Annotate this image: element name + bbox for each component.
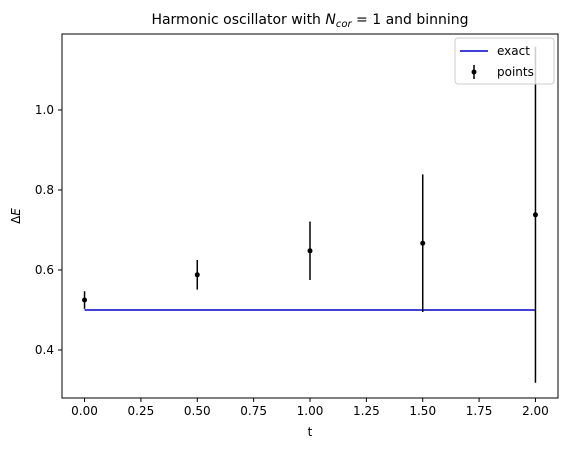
x-tick-label: 0.00 — [71, 404, 98, 418]
x-tick-label: 2.00 — [522, 404, 549, 418]
x-tick-label: 1.00 — [297, 404, 324, 418]
axes-frame — [61, 33, 559, 399]
data-point — [307, 248, 313, 254]
y-tick-label: 1.0 — [35, 103, 54, 117]
data-point — [420, 240, 426, 246]
legend-marker-points — [471, 69, 477, 75]
legend-label-exact: exact — [497, 44, 530, 58]
x-tick-label: 1.50 — [409, 404, 436, 418]
chart-title: Harmonic oscillator with Ncor = 1 and bi… — [151, 12, 468, 30]
legend: exact points — [454, 37, 555, 85]
data-point — [82, 297, 88, 303]
x-tick-label: 1.75 — [466, 404, 493, 418]
legend-box — [454, 37, 555, 85]
y-tick-label: 0.4 — [35, 343, 54, 357]
y-tick-label: 0.6 — [35, 263, 54, 277]
y-axis-label: ΔE — [9, 208, 23, 224]
x-axis-ticks: 0.00 0.25 0.50 0.75 1.00 1.25 1.50 1.75 2.00 — [71, 398, 549, 418]
data-point — [532, 212, 538, 218]
x-tick-label: 0.50 — [184, 404, 211, 418]
x-axis-label: t — [308, 425, 313, 439]
plot-area — [82, 46, 538, 383]
y-axis-ticks: 0.4 0.6 0.8 1.0 — [35, 103, 62, 357]
data-point — [194, 272, 200, 278]
y-tick-label: 0.8 — [35, 183, 54, 197]
x-tick-label: 1.25 — [353, 404, 380, 418]
x-tick-label: 0.25 — [128, 404, 155, 418]
legend-label-points: points — [497, 65, 534, 79]
x-tick-label: 0.75 — [240, 404, 267, 418]
